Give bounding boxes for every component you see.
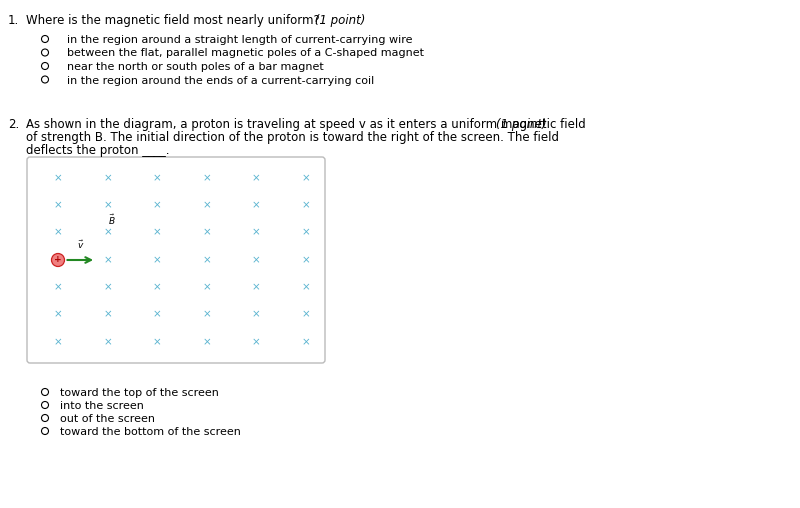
Text: ×: × <box>202 310 211 320</box>
Text: ×: × <box>54 173 62 183</box>
Text: ×: × <box>302 200 310 210</box>
Text: ×: × <box>153 310 162 320</box>
Text: ×: × <box>252 200 261 210</box>
FancyBboxPatch shape <box>27 157 325 363</box>
Text: ×: × <box>54 200 62 210</box>
Text: ×: × <box>302 173 310 183</box>
Text: (1 point): (1 point) <box>481 118 546 131</box>
Text: near the north or south poles of a bar magnet: near the north or south poles of a bar m… <box>67 62 324 72</box>
Text: ×: × <box>252 173 261 183</box>
Text: out of the screen: out of the screen <box>60 414 155 424</box>
Text: deflects the proton ____.: deflects the proton ____. <box>26 144 170 157</box>
Text: ×: × <box>252 310 261 320</box>
Text: ×: × <box>103 173 112 183</box>
Text: ×: × <box>202 337 211 347</box>
Text: ×: × <box>54 310 62 320</box>
Text: ×: × <box>302 255 310 265</box>
Text: Where is the magnetic field most nearly uniform?: Where is the magnetic field most nearly … <box>26 14 320 27</box>
Text: ×: × <box>103 310 112 320</box>
Text: ×: × <box>302 282 310 292</box>
Text: ×: × <box>252 282 261 292</box>
Text: As shown in the diagram, a proton is traveling at speed v as it enters a uniform: As shown in the diagram, a proton is tra… <box>26 118 586 131</box>
Text: ×: × <box>252 337 261 347</box>
Text: ×: × <box>103 282 112 292</box>
Text: between the flat, parallel magnetic poles of a C-shaped magnet: between the flat, parallel magnetic pole… <box>67 48 424 58</box>
Text: ×: × <box>202 255 211 265</box>
Circle shape <box>51 253 65 267</box>
Text: ×: × <box>202 173 211 183</box>
Text: ×: × <box>302 310 310 320</box>
Text: +: + <box>54 256 62 265</box>
Text: (1 point): (1 point) <box>311 14 366 27</box>
Text: of strength B. The initial direction of the proton is toward the right of the sc: of strength B. The initial direction of … <box>26 131 559 144</box>
Text: ×: × <box>54 282 62 292</box>
Text: ×: × <box>153 173 162 183</box>
Text: toward the top of the screen: toward the top of the screen <box>60 388 219 398</box>
Text: ×: × <box>202 200 211 210</box>
Text: ×: × <box>54 255 62 265</box>
Text: ×: × <box>153 282 162 292</box>
Text: ×: × <box>54 228 62 238</box>
Text: into the screen: into the screen <box>60 401 144 411</box>
Text: ×: × <box>302 337 310 347</box>
Text: ×: × <box>103 200 112 210</box>
Text: ×: × <box>302 228 310 238</box>
Text: ×: × <box>202 228 211 238</box>
Text: ×: × <box>54 337 62 347</box>
Text: ×: × <box>153 337 162 347</box>
Text: ×: × <box>153 200 162 210</box>
Text: ×: × <box>103 255 112 265</box>
Text: ×: × <box>202 282 211 292</box>
Text: in the region around a straight length of current-carrying wire: in the region around a straight length o… <box>67 35 413 45</box>
Text: $\vec{B}$: $\vec{B}$ <box>108 212 115 227</box>
Text: ×: × <box>252 228 261 238</box>
Text: $\vec{v}$: $\vec{v}$ <box>77 239 84 251</box>
Text: in the region around the ends of a current-carrying coil: in the region around the ends of a curre… <box>67 76 374 85</box>
Text: ×: × <box>153 255 162 265</box>
Text: toward the bottom of the screen: toward the bottom of the screen <box>60 427 241 437</box>
Text: ×: × <box>103 228 112 238</box>
Text: ×: × <box>252 255 261 265</box>
Text: 1.: 1. <box>8 14 19 27</box>
Text: ×: × <box>103 337 112 347</box>
Text: ×: × <box>153 228 162 238</box>
Text: 2.: 2. <box>8 118 19 131</box>
